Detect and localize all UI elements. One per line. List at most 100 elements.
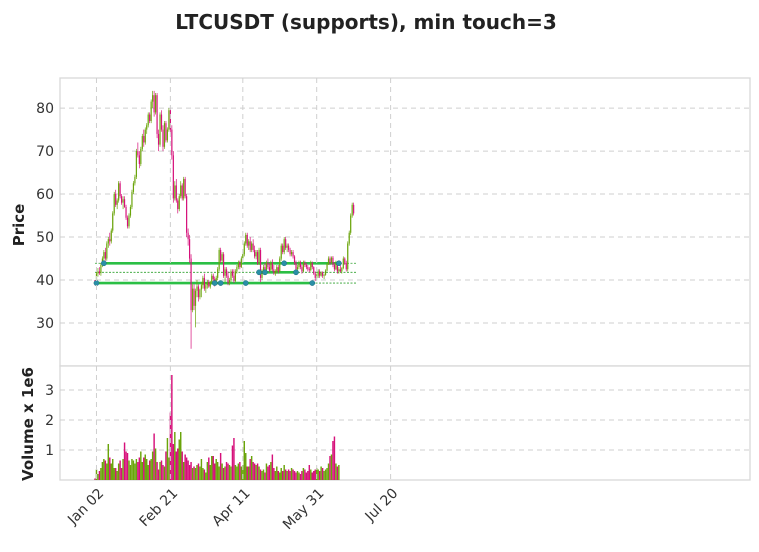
volume-bar <box>125 451 127 480</box>
candle-body <box>245 234 247 244</box>
candle-body <box>103 252 105 259</box>
candle-body <box>308 269 310 271</box>
candle-body <box>317 271 319 276</box>
candle-body <box>186 196 188 233</box>
volume-bar <box>168 457 170 480</box>
volume-bar <box>259 469 262 480</box>
volume-bar <box>299 474 302 480</box>
candle-body <box>305 264 307 268</box>
volume-bar <box>321 468 324 480</box>
candle-body <box>122 199 124 203</box>
volume-bar <box>131 459 133 480</box>
volume-bar <box>218 466 220 480</box>
support-touch-point <box>281 260 288 267</box>
volume-y-tick: 3 <box>45 383 54 399</box>
volume-bar <box>268 465 271 480</box>
candle-body <box>221 254 223 261</box>
support-touch-point <box>293 269 299 276</box>
volume-bar <box>200 459 203 480</box>
candle-body <box>118 183 120 201</box>
support-touch-point <box>93 280 100 286</box>
volume-bar <box>97 474 99 480</box>
candle-body <box>233 275 235 281</box>
volume-bar <box>292 469 294 480</box>
volume-bar <box>197 463 200 480</box>
volume-bar <box>237 463 240 480</box>
volume-bar <box>286 471 288 480</box>
volume-bars <box>94 375 340 480</box>
volume-bar <box>169 412 172 480</box>
volume-bar <box>311 472 313 480</box>
candle-body <box>246 234 248 246</box>
candle-body <box>332 257 334 265</box>
volume-bar <box>307 471 309 480</box>
volume-bar <box>190 462 192 480</box>
volume-bar <box>326 468 328 480</box>
candle-body <box>121 196 123 203</box>
candle-body <box>282 245 284 253</box>
volume-bar <box>159 462 161 480</box>
candle-body <box>135 151 137 177</box>
volume-bar <box>225 462 228 480</box>
candle-body <box>166 129 169 141</box>
volume-bar <box>194 468 197 480</box>
candle-body <box>104 252 106 259</box>
candle-body <box>285 239 287 248</box>
volume-bar <box>209 465 212 480</box>
volume-bar <box>313 471 315 480</box>
candle-body <box>222 254 225 276</box>
support-touch-markers <box>93 260 342 286</box>
candle-body <box>288 245 290 250</box>
candle-body <box>116 200 118 205</box>
candle-body <box>140 148 142 164</box>
candle-body <box>279 258 281 272</box>
candle-body <box>313 267 315 274</box>
volume-bar <box>308 465 311 480</box>
candle-body <box>196 286 198 291</box>
candle-body <box>156 95 158 134</box>
candle-body <box>261 271 263 278</box>
volume-bar <box>298 472 300 480</box>
volume-bar <box>117 463 120 480</box>
volume-bar <box>267 466 269 480</box>
candle-body <box>169 110 171 130</box>
candle-body <box>329 258 331 263</box>
volume-bar <box>182 462 185 480</box>
volume-bar <box>156 462 158 480</box>
candle-body <box>348 232 350 244</box>
candle-body <box>338 269 340 272</box>
candle-body <box>262 267 265 272</box>
volume-bar <box>240 466 243 480</box>
volume-bar <box>106 463 108 480</box>
volume-bar <box>180 432 182 480</box>
volume-bar <box>329 456 331 480</box>
volume-bar <box>317 469 319 480</box>
volume-bar <box>302 468 305 480</box>
volume-y-tick-labels: 1 2 3 <box>45 383 54 459</box>
volume-bar <box>216 462 219 480</box>
candle-body <box>107 239 109 244</box>
volume-bar <box>114 468 117 480</box>
volume-bar <box>148 460 151 480</box>
volume-bar <box>228 465 231 480</box>
candle-body <box>224 269 226 276</box>
candle-body <box>256 252 259 263</box>
candle-body <box>231 271 234 276</box>
support-touch-point <box>211 280 218 286</box>
volume-bar <box>250 456 253 480</box>
volume-bar <box>120 468 123 480</box>
volume-bar <box>295 472 297 480</box>
volume-bar <box>174 432 176 480</box>
volume-bar <box>211 456 213 480</box>
candle-body <box>212 275 214 280</box>
candle-body <box>299 262 302 268</box>
volume-bar <box>122 459 124 480</box>
candle-body <box>162 129 164 147</box>
candle-body <box>350 215 352 233</box>
volume-bar <box>271 454 274 480</box>
x-gridlines <box>95 78 392 480</box>
candle-body <box>249 241 251 250</box>
candle-body <box>307 267 309 270</box>
candle-body <box>126 217 129 227</box>
candle-body <box>323 274 325 276</box>
